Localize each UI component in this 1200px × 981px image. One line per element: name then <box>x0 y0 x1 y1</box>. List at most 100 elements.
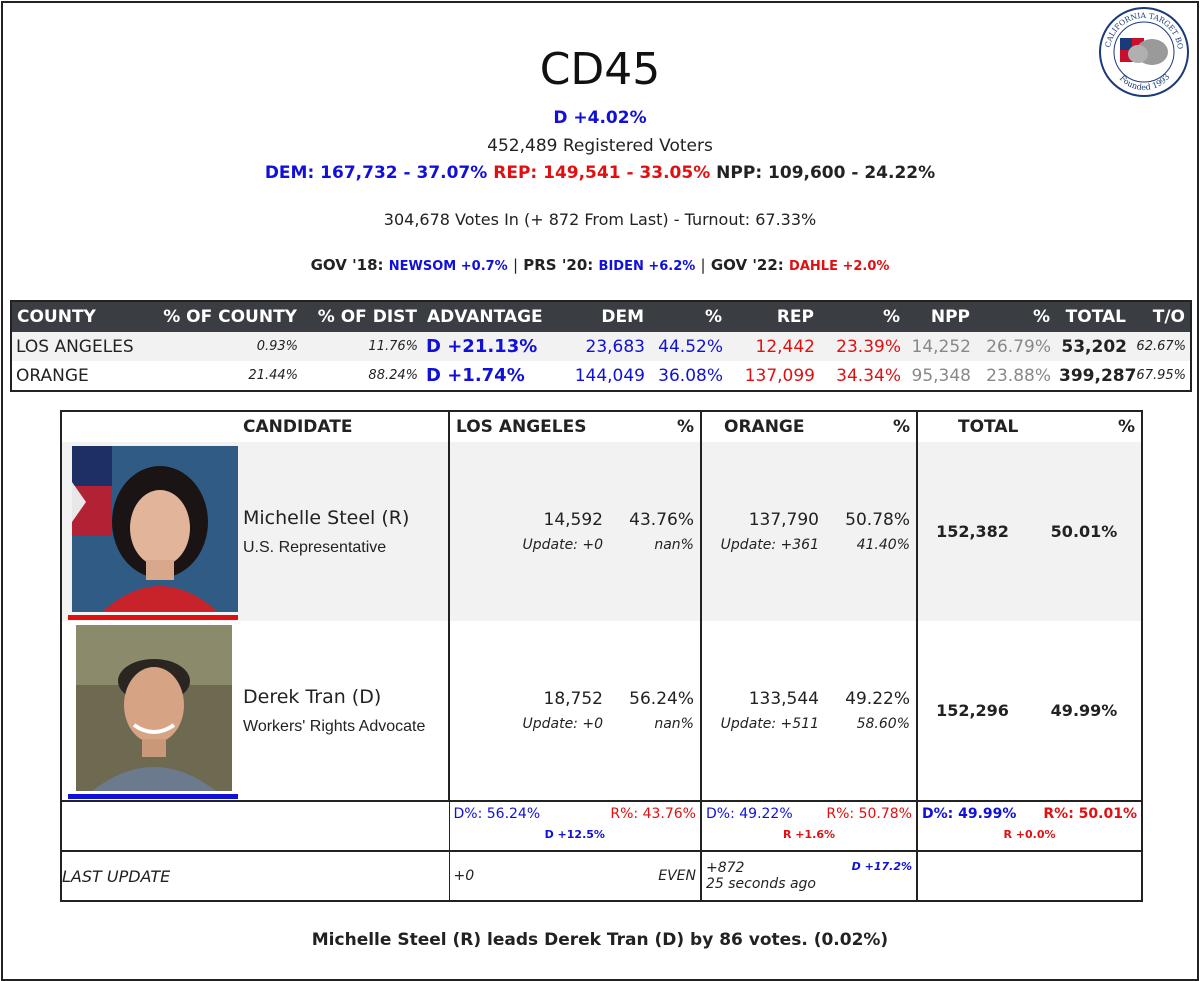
gov22-value: DAHLE +2.0% <box>789 259 890 274</box>
table-row: ORANGE 21.44% 88.24% D +1.74% 144,049 36… <box>11 361 1191 391</box>
col-dem: DEM <box>559 301 649 332</box>
turnout: 67.95% <box>1131 361 1191 391</box>
pct-of-dist: 88.24% <box>302 361 422 391</box>
party-registration: DEM: 167,732 - 37.07% REP: 149,541 - 33.… <box>0 163 1200 183</box>
col-total-pct: % <box>1117 417 1135 437</box>
table-row: LOS ANGELES 0.93% 11.76% D +21.13% 23,68… <box>11 332 1191 361</box>
oc-last-change: +872 <box>706 860 745 876</box>
candidate-results-table: CANDIDATE LOS ANGELES % ORANGE % TOTAL % <box>60 410 1143 902</box>
gov22-label: GOV '22: <box>710 256 784 274</box>
history-separator: | <box>512 256 519 274</box>
la-update: Update: +0 <box>522 537 603 553</box>
total-votes: 53,202 <box>1055 332 1131 361</box>
oc-rep-share: R%: 50.78% <box>826 806 912 822</box>
district-advantage: D +4.02% <box>553 108 647 128</box>
candidate-title: U.S. Representative <box>243 538 387 556</box>
npp-votes: 14,252 <box>905 332 975 361</box>
candidate-table-header: CANDIDATE LOS ANGELES % ORANGE % TOTAL % <box>61 411 1142 442</box>
npp-pct: 26.79% <box>975 332 1055 361</box>
col-orange: ORANGE <box>700 411 825 442</box>
col-total: TOTAL <box>1055 301 1131 332</box>
pct-of-dist: 11.76% <box>302 332 422 361</box>
total-votes: 399,287 <box>1055 361 1136 391</box>
registered-voters: 452,489 Registered Voters <box>487 136 713 156</box>
col-los-angeles: LOS ANGELES <box>448 411 609 442</box>
la-update: Update: +0 <box>522 716 603 732</box>
candidate-title: Workers' Rights Advocate <box>243 717 426 735</box>
rep-registration: REP: 149,541 - 33.05% <box>493 163 711 183</box>
oc-update-pct: 58.60% <box>856 716 910 732</box>
county-breakdown-table: COUNTY % OF COUNTY % OF DIST ADVANTAGE D… <box>10 300 1192 392</box>
rep-votes: 12,442 <box>727 332 819 361</box>
dem-registration: DEM: 167,732 - 37.07% <box>264 163 488 183</box>
district-title: CD45 <box>539 44 661 95</box>
dem-pct: 44.52% <box>649 332 727 361</box>
total-margin: R +0.0% <box>1003 828 1056 841</box>
last-update-row: LAST UPDATE +0 EVEN +872 D +17.2% 25 sec… <box>61 850 1142 901</box>
col-advantage: ADVANTAGE <box>422 301 559 332</box>
candidate-row-tran: Derek Tran (D) Workers' Rights Advocate … <box>61 621 1142 801</box>
npp-pct: 23.88% <box>975 361 1055 391</box>
candidate-row-steel: Michelle Steel (R) U.S. Representative 1… <box>61 442 1142 621</box>
candidate-photo-steel <box>62 442 242 621</box>
candidate-portrait-steel <box>72 446 238 612</box>
total-rep-share: R%: 50.01% <box>1043 806 1137 822</box>
npp-votes: 95,348 <box>905 361 975 391</box>
historical-results: GOV '18: NEWSOM +0.7% | PRS '20: BIDEN +… <box>0 256 1200 274</box>
total-votes: 152,296 <box>916 621 1027 801</box>
col-candidate: CANDIDATE <box>243 417 353 437</box>
county-name: ORANGE <box>11 361 148 391</box>
candidate-photo-tran <box>62 621 242 800</box>
oc-pct: 49.22% <box>845 689 910 709</box>
prs20-value: BIDEN +6.2% <box>598 259 696 274</box>
votes-in-turnout: 304,678 Votes In (+ 872 From Last) - Tur… <box>383 210 817 229</box>
col-rep: REP <box>727 301 819 332</box>
oc-last-time: 25 seconds ago <box>706 876 816 892</box>
col-oc-pct: % <box>892 417 910 437</box>
gov18-value: NEWSOM +0.7% <box>388 259 508 274</box>
candidate-name: Derek Tran (D) <box>243 685 382 708</box>
candidate-portrait-tran <box>76 625 232 791</box>
col-dem-pct: % <box>649 301 727 332</box>
col-pct-of-county: % OF COUNTY <box>148 301 302 332</box>
gov18-label: GOV '18: <box>310 256 384 274</box>
col-npp: NPP <box>905 301 975 332</box>
candidate-name: Michelle Steel (R) <box>243 506 410 529</box>
dem-votes: 144,049 <box>559 361 649 391</box>
la-last-change: +0 <box>453 868 475 884</box>
party-color-bar <box>68 794 238 799</box>
turnout: 62.67% <box>1131 332 1191 361</box>
total-votes: 152,382 <box>916 442 1027 621</box>
la-votes: 18,752 <box>543 689 603 709</box>
la-rep-share: R%: 43.76% <box>610 806 696 822</box>
county-advantage: D +1.74% <box>422 361 559 391</box>
la-pct: 56.24% <box>629 689 694 709</box>
col-county: COUNTY <box>11 301 148 332</box>
la-dem-share: D%: 56.24% <box>453 806 541 822</box>
prs20-label: PRS '20: <box>523 256 594 274</box>
total-dem-share: D%: 49.99% <box>922 806 1017 822</box>
oc-pct: 50.78% <box>845 510 910 530</box>
county-table-header: COUNTY % OF COUNTY % OF DIST ADVANTAGE D… <box>11 301 1191 332</box>
oc-margin: R +1.6% <box>782 828 836 841</box>
california-target-book-seal-logo: CALIFORNIA TARGET BOOK Founded 1993 <box>1098 6 1189 97</box>
total-pct: 50.01% <box>1027 442 1142 621</box>
oc-last-lean: D +17.2% <box>851 860 912 873</box>
dem-pct: 36.08% <box>649 361 727 391</box>
la-votes: 14,592 <box>543 510 603 530</box>
la-margin: D +12.5% <box>544 828 605 841</box>
la-pct: 43.76% <box>629 510 694 530</box>
oc-update: Update: +361 <box>720 537 819 553</box>
npp-registration: NPP: 109,600 - 24.22% <box>716 163 936 183</box>
pct-of-county: 21.44% <box>148 361 302 391</box>
total-pct: 49.99% <box>1050 701 1118 720</box>
county-name: LOS ANGELES <box>11 332 148 361</box>
col-npp-pct: % <box>975 301 1055 332</box>
summary-row: D%: 56.24% R%: 43.76% D +12.5% D%: 49.22… <box>61 800 1142 851</box>
oc-votes: 133,544 <box>748 689 819 709</box>
oc-dem-share: D%: 49.22% <box>706 806 793 822</box>
county-advantage: D +21.13% <box>422 332 559 361</box>
col-pct-of-dist: % OF DIST <box>302 301 422 332</box>
la-update-pct: nan% <box>654 537 694 553</box>
la-last-lean: EVEN <box>658 868 696 884</box>
